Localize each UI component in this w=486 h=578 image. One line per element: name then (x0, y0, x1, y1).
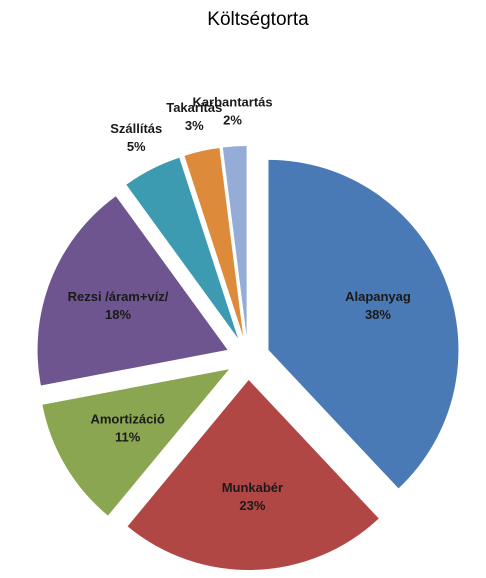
slice-category-label: Karbantartás (192, 95, 272, 110)
slice-value-label: 3% (185, 118, 204, 133)
pie-slice (268, 159, 459, 489)
pie-slice (127, 379, 379, 570)
slice-category-label: Szállítás (110, 121, 162, 136)
slice-value-label: 5% (127, 139, 146, 154)
slice-category-label: Munkabér (222, 480, 283, 495)
pie-slice (42, 369, 230, 516)
slice-value-label: 23% (239, 498, 265, 513)
pie-slice (184, 148, 244, 337)
slice-category-label: Takarítás (166, 100, 222, 115)
slice-value-label: 18% (105, 307, 131, 322)
slice-value-label: 11% (115, 430, 141, 445)
slice-value-label: 38% (365, 307, 391, 322)
slice-value-label: 2% (223, 113, 242, 128)
pie-slice (222, 146, 247, 337)
slice-category-label: Alapanyag (345, 289, 411, 304)
pie-slice (126, 157, 239, 339)
slice-category-label: Amortizáció (90, 412, 164, 427)
pie-slice (37, 196, 228, 386)
slice-category-label: Rezsi /áram+víz/ (68, 289, 169, 304)
chart-title: Költségtorta (207, 9, 309, 30)
